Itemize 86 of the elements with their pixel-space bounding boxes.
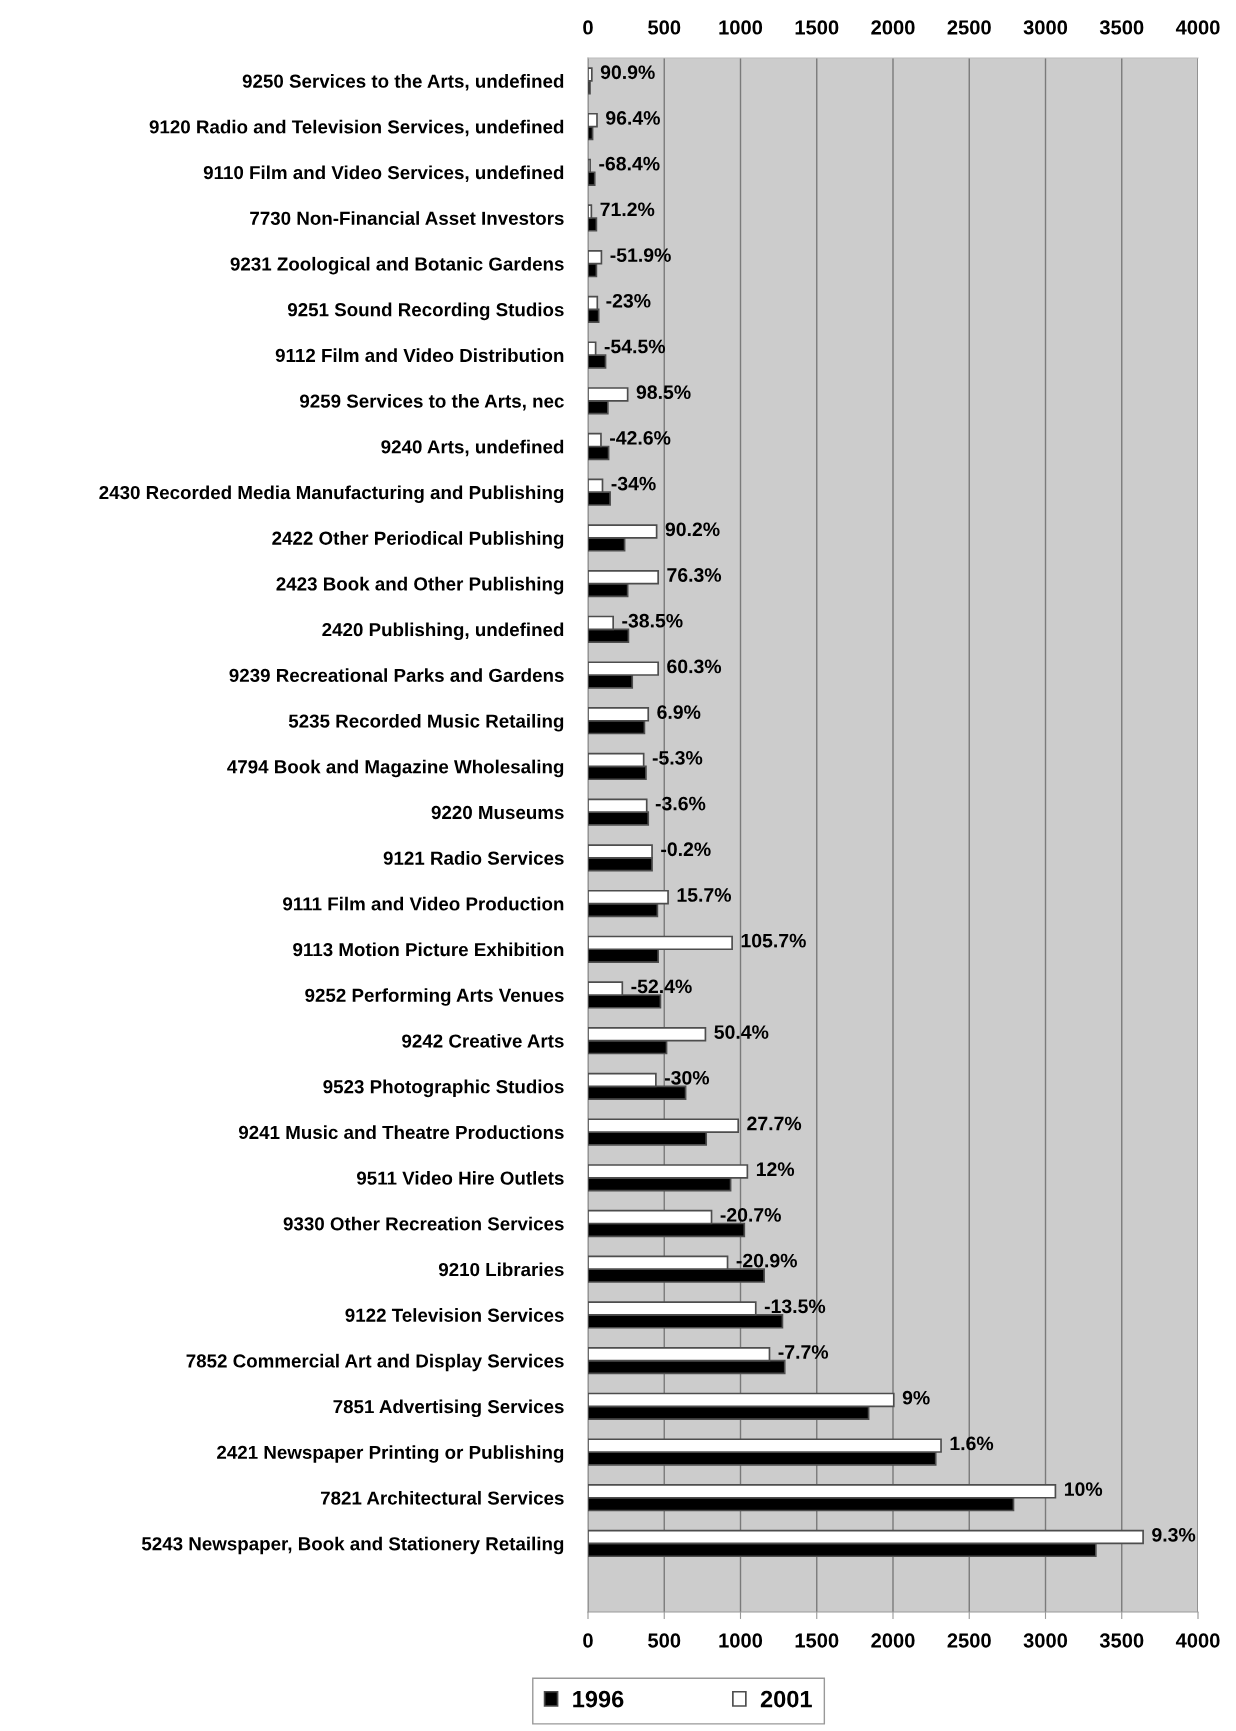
annotation: 96.4%	[606, 111, 660, 125]
x-tick-label: 2000	[871, 1633, 915, 1648]
annotation: -23%	[606, 293, 651, 308]
y-tick-label: 2420 Publishing, undefined	[322, 622, 564, 641]
x2-tick-label: 0	[583, 20, 593, 35]
annotation: -0.2%	[661, 842, 711, 857]
annotation: 76.3%	[667, 568, 722, 582]
annotation: 6.9%	[657, 705, 701, 720]
y-tick-label: 9111 Film and Video Production	[283, 896, 564, 911]
annotation: -20.9%	[736, 1253, 797, 1268]
x-tick-label: 1500	[795, 1633, 839, 1648]
annotation: 60.3%	[667, 659, 722, 674]
y-tick-label: 9120 Radio and Television Services, undefined	[149, 119, 564, 137]
annotation: 90.9%	[600, 65, 655, 80]
annotation: 10%	[1064, 1482, 1103, 1497]
x-tick-label: 3500	[1099, 1633, 1144, 1648]
y-tick-label: 9121 Radio Services	[383, 851, 564, 865]
y-tick-label: 9259 Services to the Arts, nec	[300, 394, 564, 411]
y-tick-label: 9240 Arts, undefined	[381, 439, 564, 457]
x2-tick-label: 4000	[1175, 20, 1220, 35]
annotation: -34%	[611, 476, 656, 491]
y-tick-label: 2422 Other Periodical Publishing	[272, 531, 564, 549]
y-tick-label: 9511 Video Hire Outlets	[356, 1171, 564, 1185]
y-tick-label: 9250 Services to the Arts, undefined	[242, 74, 564, 91]
y-tick-label: 2430 Recorded Media Manufacturing and Publishing	[99, 485, 564, 503]
annotation: 90.2%	[665, 522, 720, 537]
y-tick-label: 9122 Television Services	[345, 1308, 564, 1322]
y-tick-label: 7730 Non-Financial Asset Investors	[250, 211, 564, 225]
x2-tick-label: 2500	[947, 20, 991, 35]
legend-label: 1996	[573, 1690, 624, 1708]
y-tick-label: 9231 Zoological and Botanic Gardens	[230, 256, 564, 275]
y-tick-label: 9523 Photographic Studios	[323, 1079, 564, 1098]
y-tick-label: 2423 Book and Other Publishing	[276, 576, 564, 595]
annotation: 12%	[756, 1162, 795, 1177]
y-tick-label: 9220 Museums	[431, 805, 564, 820]
annotation: -51.9%	[610, 248, 671, 262]
annotation: -52.4%	[631, 979, 692, 994]
y-tick-label: 5235 Recorded Music Retailing	[288, 713, 564, 732]
x-tick-label: 4000	[1175, 1633, 1220, 1648]
y-tick-label: 9239 Recreational Parks and Gardens	[229, 668, 564, 683]
annotation: -68.4%	[599, 156, 660, 171]
y-tick-label: 2421 Newspaper Printing or Publishing	[217, 1445, 564, 1463]
annotation: -42.6%	[610, 431, 671, 445]
annotation: -7.7%	[778, 1345, 829, 1359]
x2-tick-label: 1500	[795, 20, 839, 35]
annotation: -20.7%	[720, 1208, 781, 1222]
annotation: -30%	[664, 1070, 710, 1085]
annotation: 15.7%	[677, 888, 732, 902]
x2-tick-label: 3000	[1023, 20, 1068, 35]
x-tick-label: 2500	[947, 1633, 991, 1648]
y-tick-label: 7821 Architectural Services	[320, 1490, 564, 1505]
y-tick-label: 7851 Advertising Services	[333, 1399, 564, 1418]
annotation: -13.5%	[764, 1299, 826, 1314]
annotation: 105.7%	[741, 933, 806, 948]
y-tick-label: 9113 Motion Picture Exhibition	[293, 942, 564, 957]
x2-tick-label: 1000	[719, 20, 763, 35]
annotation: -3.6%	[655, 796, 706, 811]
x-tick-label: 1000	[719, 1633, 763, 1648]
y-tick-label: 4794 Book and Magazine Wholesaling	[227, 759, 564, 778]
y-tick-label: 9110 Film and Video Services, undefined	[203, 165, 564, 182]
annotation: 9.3%	[1152, 1527, 1196, 1542]
annotation: -54.5%	[604, 339, 666, 354]
annotation: 1.6%	[950, 1436, 994, 1451]
y-tick-label: 9252 Performing Arts Venues	[305, 988, 564, 1006]
annotation: 50.4%	[714, 1025, 769, 1039]
x-tick-label: 3000	[1023, 1633, 1068, 1648]
annotation: 9%	[902, 1390, 930, 1405]
x2-tick-label: 3500	[1099, 20, 1144, 35]
x2-tick-label: 2000	[871, 20, 915, 35]
y-tick-label: 5243 Newspaper, Book and Stationery Retailing	[141, 1536, 564, 1555]
y-tick-label: 9241 Music and Theatre Productions	[238, 1125, 564, 1140]
x-tick-label: 0	[583, 1633, 593, 1648]
x2-tick-label: 500	[648, 20, 681, 35]
x-tick-label: 500	[648, 1633, 681, 1648]
annotation: 27.7%	[747, 1116, 802, 1131]
y-tick-label: 9242 Creative Arts	[402, 1033, 564, 1048]
y-tick-label: 9251 Sound Recording Studios	[287, 302, 564, 321]
annotation: 98.5%	[636, 385, 691, 400]
legend-label: 2001	[760, 1690, 812, 1708]
y-tick-label: 9210 Libraries	[438, 1262, 564, 1277]
annotation: -5.3%	[652, 750, 703, 765]
annotation: -38.5%	[622, 613, 683, 628]
annotation: 71.2%	[600, 202, 655, 217]
y-tick-label: 9330 Other Recreation Services	[283, 1216, 564, 1231]
y-tick-label: 9112 Film and Video Distribution	[275, 348, 564, 363]
y-tick-label: 7852 Commercial Art and Display Services	[186, 1353, 564, 1372]
